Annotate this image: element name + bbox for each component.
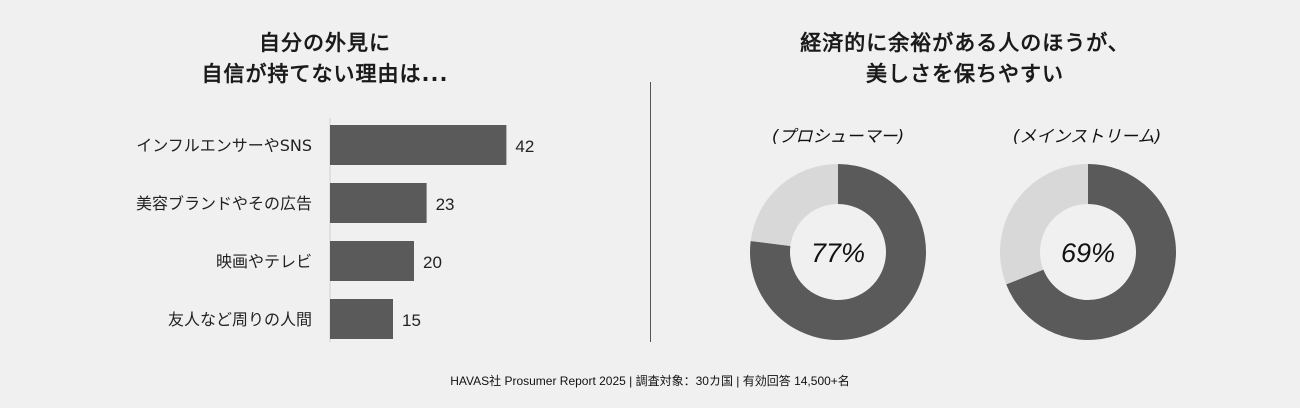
bar-chart: インフルエンサーやSNS 42 美容ブランドやその広告 23 映画やテレビ 20 友人など周… (136, 118, 534, 342)
bar-category-label: インフルエンサーやSNS (136, 136, 312, 155)
prosumer-donut-chart: 77% (750, 164, 926, 340)
bar (330, 241, 414, 281)
bar-value-label: 42 (515, 137, 534, 156)
left-title-line1: 自分の外見に (259, 31, 391, 55)
bar (330, 125, 507, 165)
donut-slice-rest (750, 164, 838, 246)
donut-center-label: 69% (1061, 238, 1115, 268)
donut-center-label: 77% (811, 238, 865, 268)
bar-value-label: 20 (423, 253, 442, 272)
left-chart-title: 自分の外見に 自信が持てない理由は... (130, 28, 520, 90)
mainstream-donut-chart: 69% (1000, 164, 1176, 340)
bar-value-label: 23 (436, 195, 455, 214)
bar (330, 183, 427, 223)
panel-divider (650, 82, 651, 342)
bar-category-label: 友人など周りの人間 (168, 310, 312, 329)
donut-slice-rest (1000, 164, 1088, 285)
prosumer-subtitle: (プロシューマー) (771, 127, 905, 147)
right-title-line2: 美しさを保ちやすい (866, 62, 1064, 86)
right-chart-title: 経済的に余裕がある人のほうが、 美しさを保ちやすい (740, 28, 1190, 90)
bar (330, 299, 393, 339)
mainstream-subtitle: (メインストリーム) (1012, 127, 1162, 147)
donut-slice-main (750, 164, 926, 340)
left-title-line2: 自信が持てない理由は... (201, 62, 449, 86)
donut-slice-main (1006, 164, 1176, 340)
bar-value-label: 15 (402, 311, 421, 330)
source-footer: HAVAS社 Prosumer Report 2025 | 調査対象：30カ国 … (450, 374, 850, 388)
bar-category-label: 美容ブランドやその広告 (136, 194, 312, 213)
right-title-line1: 経済的に余裕がある人のほうが、 (800, 31, 1130, 55)
bar-category-label: 映画やテレビ (216, 252, 312, 271)
